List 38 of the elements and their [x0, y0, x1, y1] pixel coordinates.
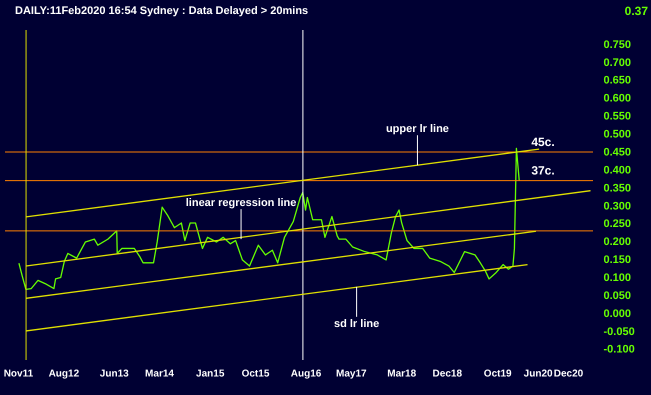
y-tick-label: 0.050 — [604, 290, 632, 302]
annotation: linear regression line — [186, 197, 296, 210]
x-tick-label: Jun13 — [100, 368, 130, 380]
x-tick-label: Jun20 — [524, 368, 554, 380]
x-tick-label: Mar14 — [145, 368, 174, 380]
y-tick-label: 0.200 — [604, 236, 632, 248]
y-tick-label: 0.000 — [604, 308, 632, 320]
y-tick-label: 0.150 — [604, 254, 632, 266]
x-tick-label: Oct15 — [242, 368, 270, 380]
y-tick-label: 0.650 — [604, 74, 632, 87]
y-tick-label: 0.600 — [604, 92, 632, 105]
y-tick-label: 0.700 — [604, 56, 632, 69]
x-tick-label: Aug16 — [290, 368, 322, 380]
x-tick-label: Mar18 — [387, 368, 417, 380]
y-tick-label: 0.350 — [604, 182, 632, 194]
ref-line-label: 37c. — [531, 164, 555, 178]
y-tick-label: 0.250 — [604, 218, 632, 230]
y-tick-label: -0.050 — [604, 326, 635, 338]
x-tick-label: May17 — [336, 368, 368, 380]
y-tick-label: 0.400 — [604, 164, 632, 176]
y-tick-label: 0.750 — [604, 38, 632, 51]
annotation: sd lr line — [334, 318, 380, 330]
x-tick-label: Dec18 — [432, 368, 462, 380]
x-tick-label: Oct19 — [484, 368, 512, 380]
x-tick-label: Aug12 — [48, 368, 80, 380]
x-tick-label: Dec20 — [554, 368, 584, 380]
y-tick-label: 0.500 — [604, 128, 632, 141]
y-tick-label: 0.100 — [604, 272, 632, 284]
y-tick-label: -0.100 — [604, 344, 635, 356]
x-tick-label: Jan15 — [196, 368, 225, 380]
annotation: upper lr line — [386, 123, 449, 136]
y-tick-label: 0.300 — [604, 200, 632, 212]
x-tick-label: Nov11 — [4, 368, 34, 380]
chart-title: DAILY:11Feb2020 16:54 Sydney : Data Delayed > 20mins — [15, 5, 308, 17]
ref-line-label: 45c. — [531, 134, 555, 149]
y-tick-label: 0.550 — [604, 110, 632, 123]
text: 0.37 — [624, 4, 648, 18]
y-tick-label: 0.450 — [604, 146, 632, 158]
